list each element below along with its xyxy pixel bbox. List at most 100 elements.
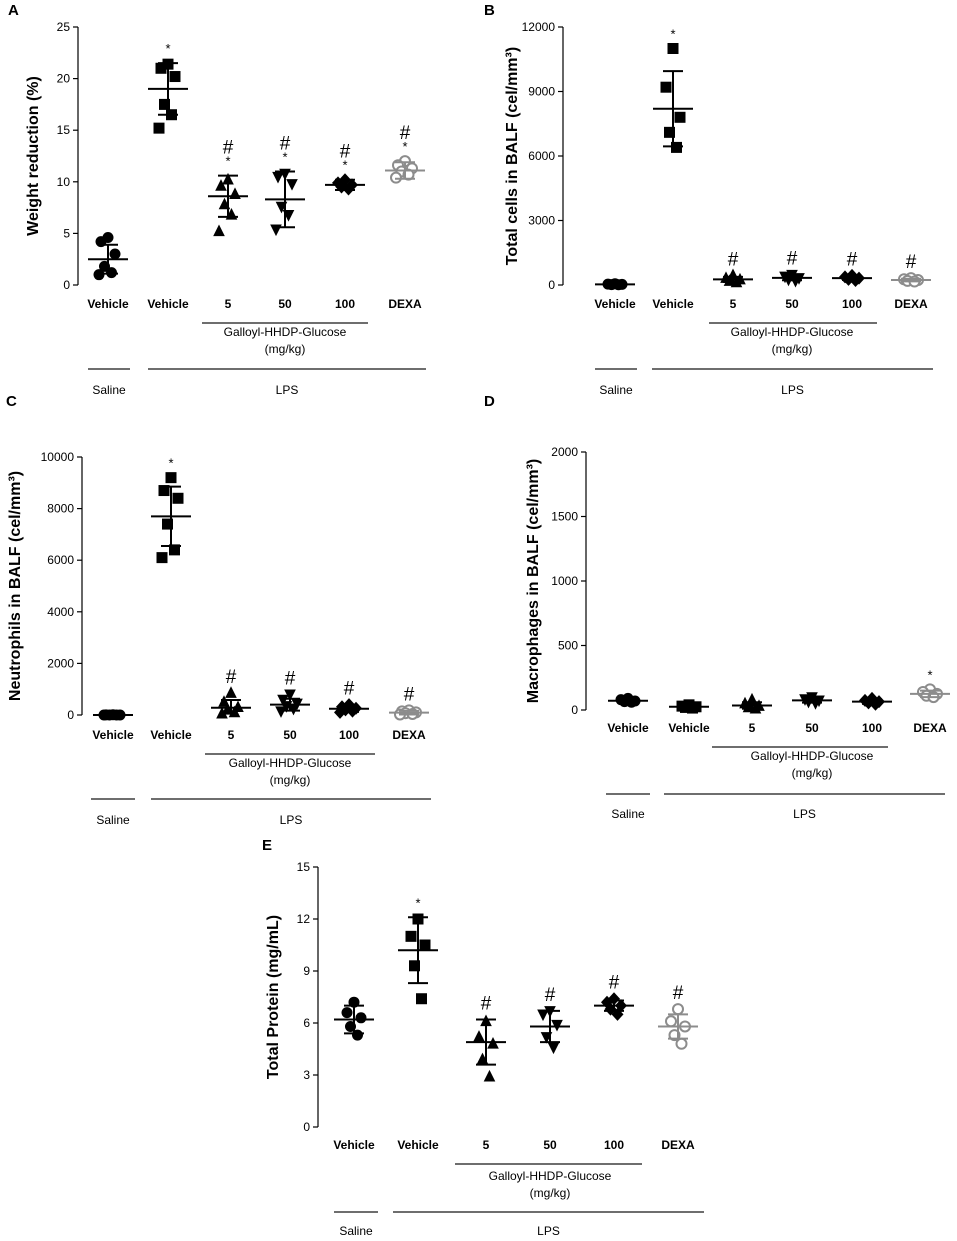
- data-series: #: [594, 973, 634, 1021]
- saline-label: Saline: [96, 813, 130, 827]
- data-point: [169, 71, 181, 83]
- y-tick-label: 3000: [528, 214, 555, 228]
- data-series: *#: [208, 138, 248, 237]
- x-category-label: 50: [805, 721, 819, 735]
- significance-hash: #: [344, 679, 355, 700]
- data-series: #: [211, 667, 251, 719]
- treatment-group-label: Galloyl-HHDP-Glucose: [751, 749, 874, 763]
- y-tick-label: 6000: [47, 553, 74, 567]
- treatment-group-label: Galloyl-HHDP-Glucose: [489, 1169, 612, 1183]
- data-series: [595, 278, 635, 291]
- data-point: [405, 930, 417, 942]
- significance-star: *: [282, 149, 287, 164]
- significance-hash: #: [609, 973, 620, 994]
- data-point: [216, 706, 228, 719]
- y-tick-label: 0: [571, 703, 578, 717]
- data-point: [218, 695, 230, 707]
- y-tick-label: 4000: [47, 605, 74, 619]
- data-series: *#: [325, 142, 365, 196]
- x-category-label: 50: [283, 728, 297, 742]
- significance-hash: #: [280, 133, 291, 154]
- x-category-label: 50: [278, 297, 292, 311]
- data-point: [473, 1030, 485, 1042]
- lps-label: LPS: [276, 383, 299, 397]
- y-tick-label: 2000: [47, 656, 74, 670]
- data-series: [93, 709, 133, 721]
- x-category-label: 5: [730, 297, 737, 311]
- data-point: [665, 1015, 677, 1028]
- x-category-label: Vehicle: [333, 1138, 375, 1152]
- data-series: [669, 699, 709, 714]
- y-tick-label: 8000: [47, 502, 74, 516]
- data-point: [664, 126, 675, 138]
- y-tick-label: 25: [57, 20, 71, 34]
- data-point: [215, 179, 227, 191]
- data-point: [675, 1037, 688, 1050]
- y-tick-label: 1000: [551, 574, 578, 588]
- y-tick-label: 9: [303, 964, 310, 978]
- significance-star: *: [165, 41, 170, 56]
- panel-letter: C: [6, 393, 17, 410]
- data-point: [213, 224, 225, 237]
- x-category-label: 5: [228, 728, 235, 742]
- significance-hash: #: [728, 249, 739, 270]
- x-category-label: Vehicle: [607, 721, 649, 735]
- lps-label: LPS: [537, 1224, 560, 1238]
- significance-hash: #: [226, 667, 237, 688]
- y-axis-label: Weight reduction (%): [25, 76, 42, 236]
- significance-star: *: [402, 139, 407, 154]
- treatment-group-label: Galloyl-HHDP-Glucose: [731, 325, 854, 339]
- treatment-unit-label: (mg/kg): [530, 1186, 571, 1200]
- data-point: [390, 171, 402, 184]
- data-series: *: [910, 667, 950, 704]
- treatment-unit-label: (mg/kg): [792, 766, 833, 780]
- x-category-label: Vehicle: [652, 297, 694, 311]
- y-tick-label: 2000: [551, 445, 578, 459]
- y-tick-label: 12: [297, 912, 311, 926]
- significance-star: *: [927, 667, 932, 682]
- saline-label: Saline: [339, 1224, 373, 1238]
- saline-label: Saline: [92, 383, 126, 397]
- data-point: [172, 492, 184, 504]
- data-series: *: [398, 895, 438, 1005]
- data-series: #: [658, 983, 698, 1050]
- data-point: [153, 122, 165, 134]
- data-point: [109, 248, 121, 260]
- y-tick-label: 15: [57, 123, 71, 137]
- x-category-label: 5: [225, 297, 232, 311]
- significance-star: *: [168, 456, 173, 471]
- data-point: [155, 62, 167, 74]
- y-tick-label: 9000: [528, 85, 555, 99]
- x-category-label: DEXA: [661, 1138, 695, 1152]
- x-category-label: DEXA: [894, 297, 928, 311]
- y-axis-label: Total cells in BALF (cel/mm³): [504, 47, 521, 265]
- x-category-label: 50: [543, 1138, 557, 1152]
- data-point: [409, 960, 420, 972]
- panel-letter: B: [484, 2, 495, 19]
- data-point: [749, 701, 762, 714]
- treatment-group-label: Galloyl-HHDP-Glucose: [229, 756, 352, 770]
- y-tick-label: 20: [57, 72, 71, 86]
- y-tick-label: 5: [63, 226, 70, 240]
- x-category-label: Vehicle: [594, 297, 636, 311]
- lps-label: LPS: [793, 807, 816, 821]
- data-point: [483, 1069, 496, 1082]
- x-category-label: 100: [604, 1138, 624, 1152]
- y-tick-label: 3: [303, 1068, 310, 1082]
- data-point: [537, 1009, 549, 1022]
- significance-star: *: [415, 895, 420, 910]
- data-series: *: [151, 456, 191, 564]
- x-category-label: Vehicle: [92, 728, 134, 742]
- y-axis-label: Macrophages in BALF (cel/mm³): [525, 459, 542, 703]
- x-category-label: Vehicle: [87, 297, 129, 311]
- significance-hash: #: [906, 252, 917, 273]
- significance-hash: #: [545, 985, 556, 1006]
- y-axis-label: Total Protein (mg/mL): [265, 915, 282, 1079]
- significance-hash: #: [481, 994, 492, 1015]
- data-series: [732, 692, 772, 714]
- x-category-label: 100: [335, 297, 355, 311]
- treatment-unit-label: (mg/kg): [265, 342, 306, 356]
- significance-star: *: [342, 158, 347, 173]
- x-category-label: 100: [339, 728, 359, 742]
- significance-hash: #: [223, 138, 234, 159]
